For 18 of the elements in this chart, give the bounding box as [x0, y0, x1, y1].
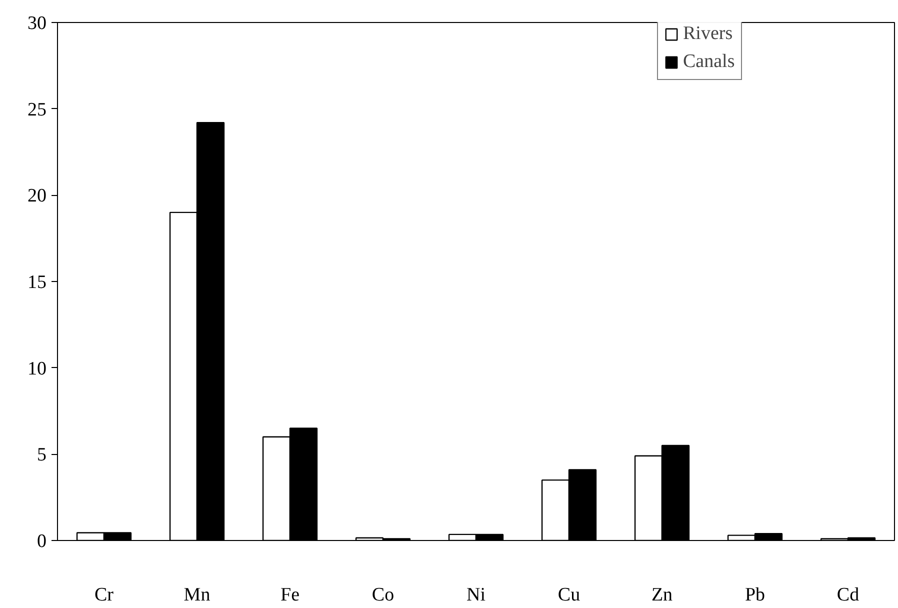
x-tick-label: Co	[372, 584, 394, 606]
x-tick-label: Mn	[184, 584, 211, 606]
x-tick-label: Cr	[94, 584, 114, 606]
y-tick-label: 25	[28, 99, 46, 120]
x-tick-label: Cu	[558, 584, 581, 606]
x-tick-label: Cd	[836, 584, 860, 606]
x-tick-label: Ni	[466, 584, 486, 606]
x-tick-label: Pb	[744, 584, 766, 606]
y-tick-label: 5	[37, 444, 46, 466]
y-tick-label: 30	[28, 13, 46, 34]
legend-label: Canals	[683, 51, 735, 73]
y-tick-label: 15	[28, 272, 46, 293]
y-tick-label: 0	[37, 531, 46, 552]
legend-label: Rivers	[683, 23, 733, 45]
x-tick-label: Fe	[280, 584, 300, 606]
x-tick-label: Zn	[651, 584, 674, 606]
y-tick-label: 10	[28, 358, 46, 380]
y-tick-label: 20	[28, 186, 46, 207]
